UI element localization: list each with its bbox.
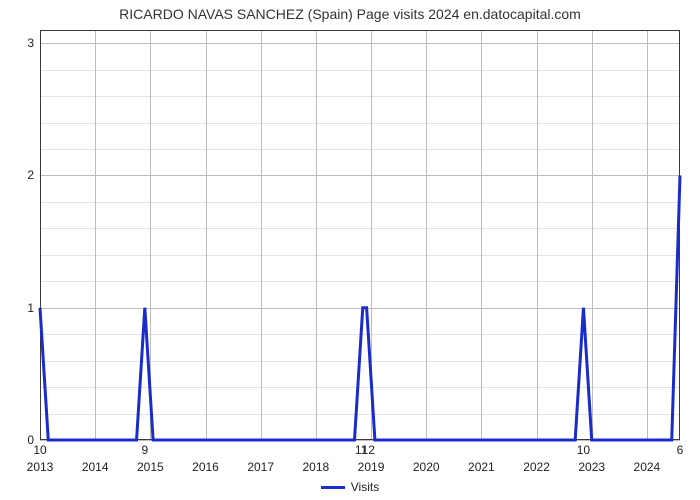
x-tick-label: 2013	[20, 460, 60, 474]
line-series	[40, 30, 680, 440]
x-tick-label: 2020	[406, 460, 446, 474]
chart-title: RICARDO NAVAS SANCHEZ (Spain) Page visit…	[0, 6, 700, 22]
x-tick-label: 2014	[75, 460, 115, 474]
y-tick-label: 1	[14, 301, 34, 315]
data-point-label: 12	[353, 443, 383, 457]
legend-label: Visits	[351, 480, 379, 494]
x-tick-label: 2023	[572, 460, 612, 474]
x-tick-label: 2021	[461, 460, 501, 474]
y-tick-label: 2	[14, 168, 34, 182]
data-point-label: 10	[568, 443, 598, 457]
data-point-label: 9	[130, 443, 160, 457]
x-tick-label: 2019	[351, 460, 391, 474]
chart-container: RICARDO NAVAS SANCHEZ (Spain) Page visit…	[0, 0, 700, 500]
x-tick-label: 2016	[186, 460, 226, 474]
x-tick-label: 2018	[296, 460, 336, 474]
y-tick-label: 3	[14, 36, 34, 50]
data-point-label: 10	[25, 443, 55, 457]
data-point-label: 6	[665, 443, 695, 457]
legend-swatch	[321, 486, 345, 489]
x-tick-label: 2022	[517, 460, 557, 474]
x-tick-label: 2024	[627, 460, 667, 474]
x-tick-label: 2015	[130, 460, 170, 474]
x-tick-label: 2017	[241, 460, 281, 474]
plot-area	[40, 30, 680, 440]
legend: Visits	[0, 480, 700, 494]
